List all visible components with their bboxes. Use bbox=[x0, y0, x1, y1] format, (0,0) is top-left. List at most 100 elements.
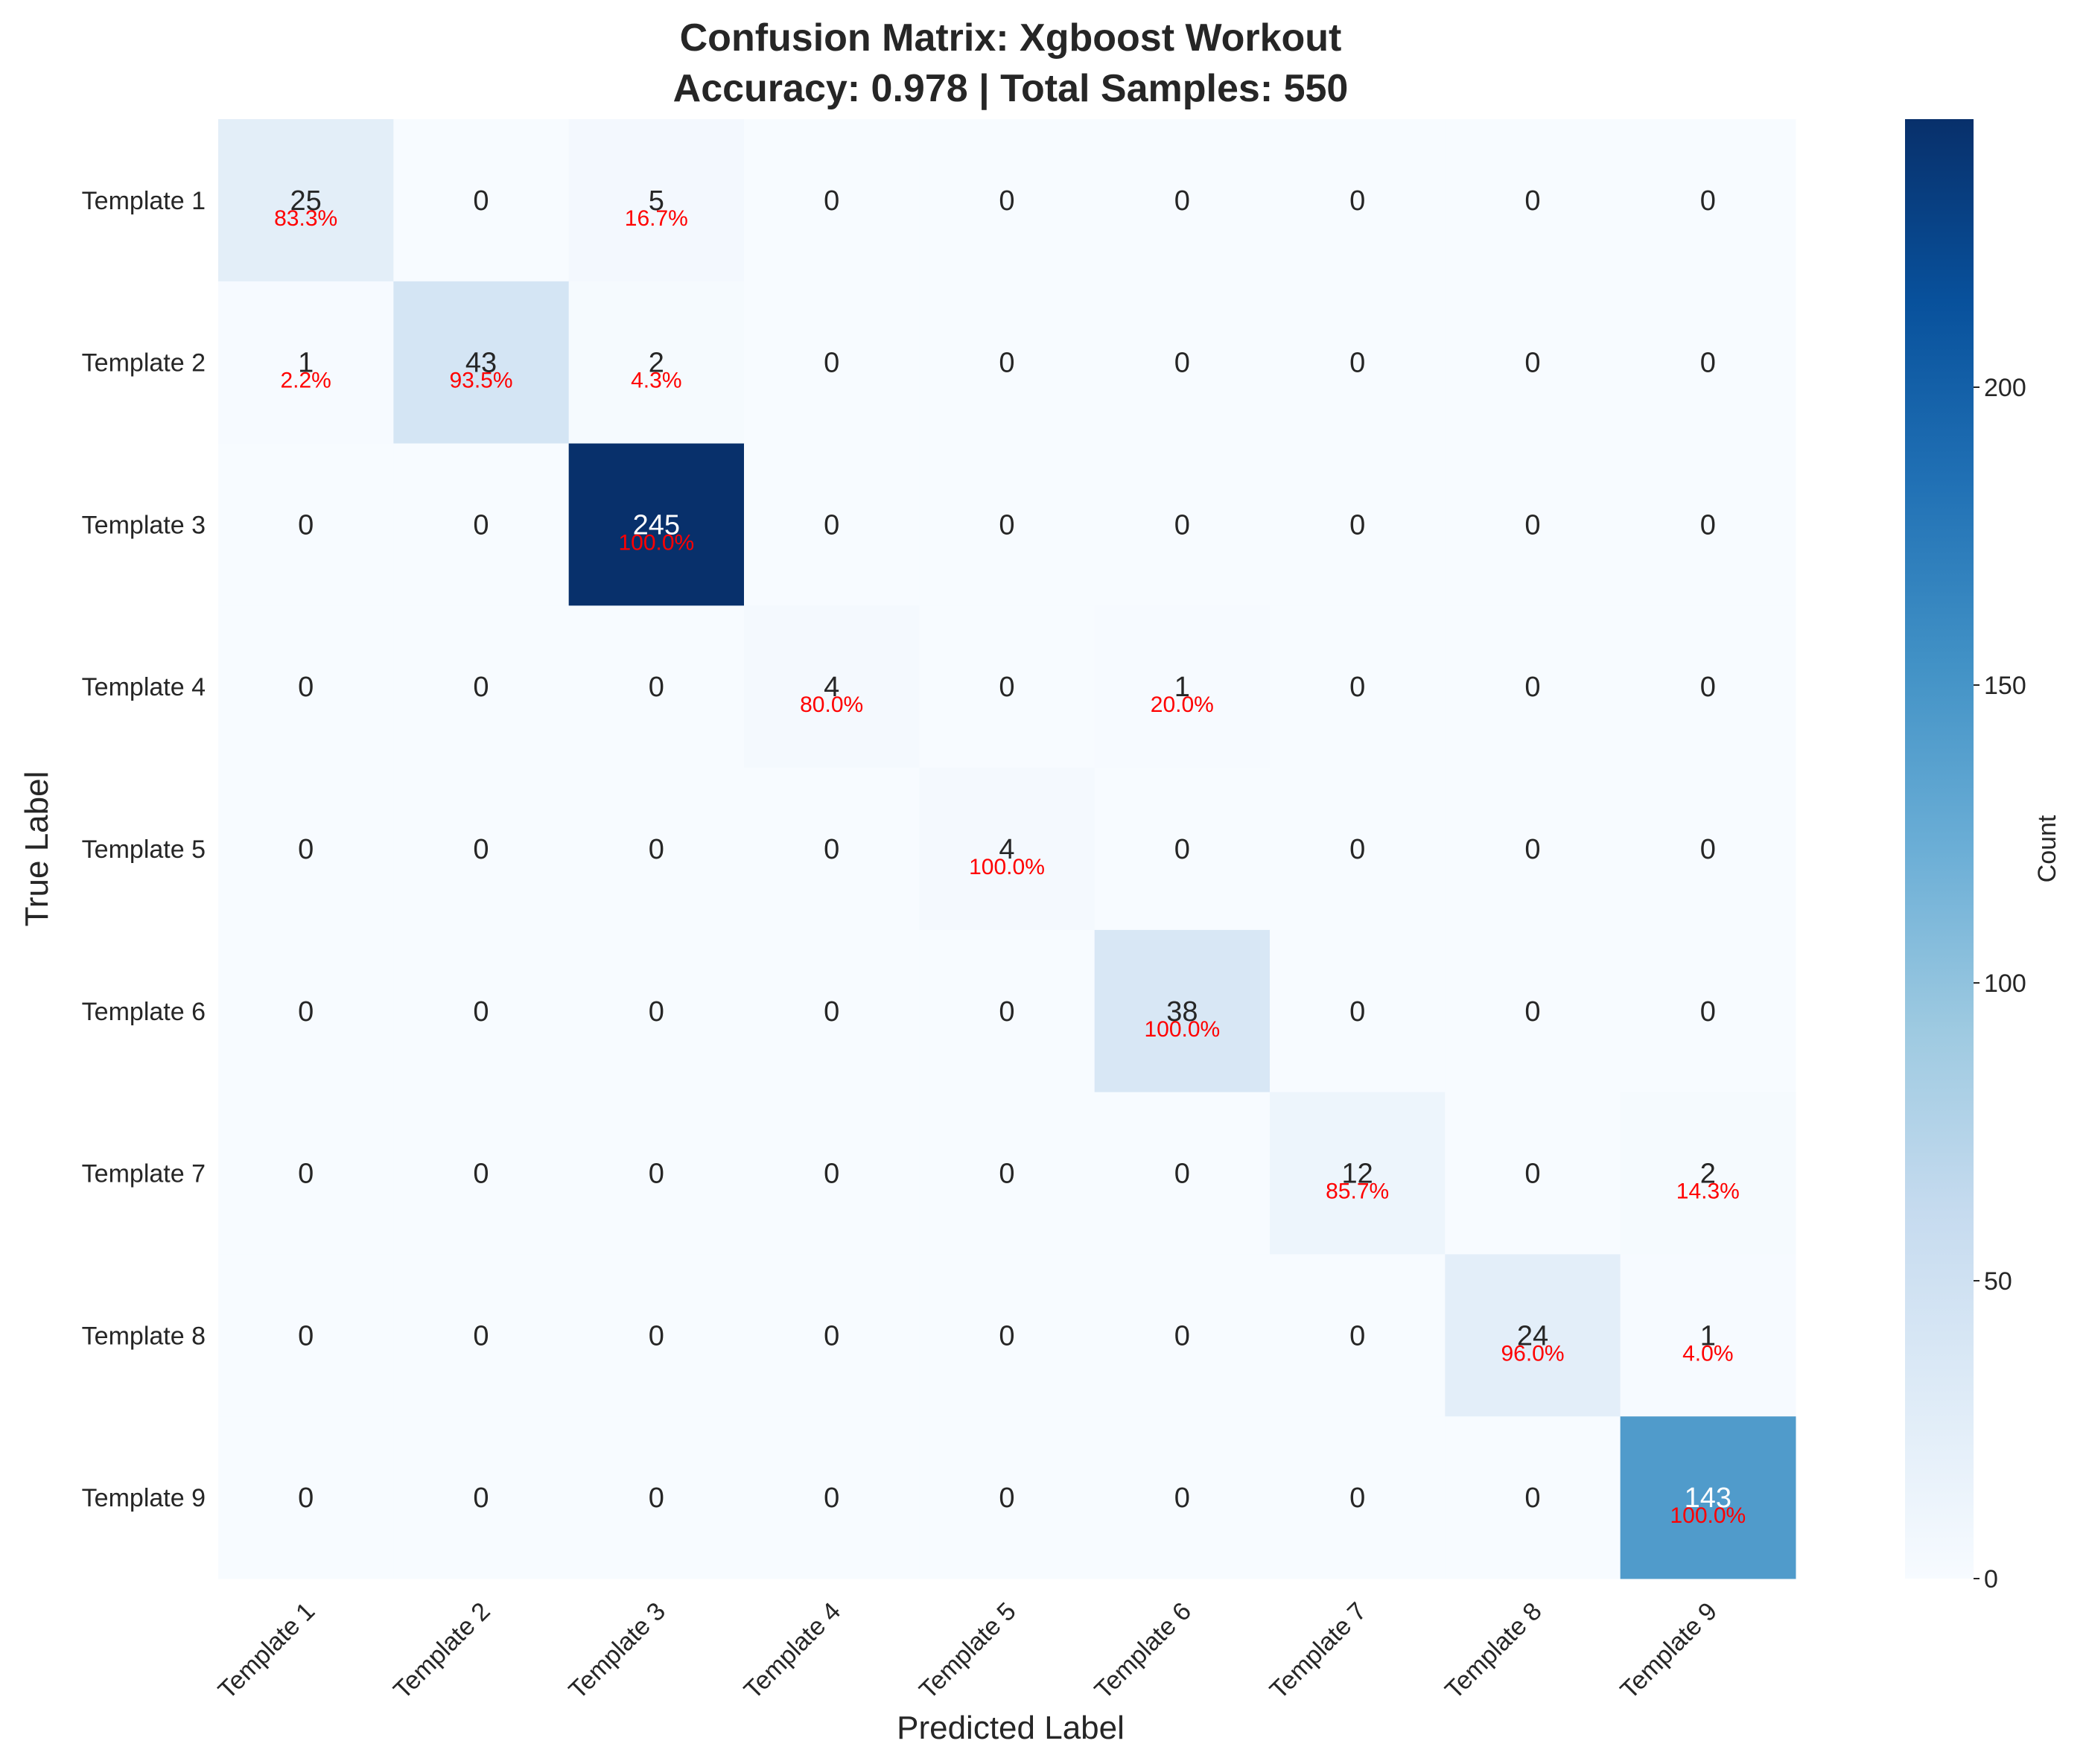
cell-count-label: 25 bbox=[290, 185, 322, 217]
cell-count-label: 0 bbox=[824, 185, 839, 217]
heatmap-cell bbox=[1445, 119, 1621, 282]
cell-count-label: 0 bbox=[298, 672, 314, 703]
x-axis-label: Predicted Label bbox=[897, 1710, 1125, 1746]
cell-percent-label: 20.0% bbox=[1151, 692, 1214, 717]
cell-percent-label: 2.2% bbox=[280, 369, 331, 393]
colorbar: 0 50 100 150 200 bbox=[1905, 119, 2026, 1593]
heatmap-cell bbox=[568, 1092, 745, 1255]
colorbar-tick-label: 0 bbox=[1984, 1565, 1998, 1593]
heatmap-cell bbox=[919, 768, 1096, 931]
heatmap-cell bbox=[1270, 1092, 1446, 1255]
cell-count-label: 0 bbox=[473, 509, 489, 541]
cell-percent-label: 100.0% bbox=[1144, 1017, 1220, 1042]
x-tick-labels: Template 1 Template 2 Template 3 Template 4… bbox=[213, 1597, 1723, 1704]
cell-count-label: 0 bbox=[1349, 672, 1365, 703]
cell-percent-label: 4.0% bbox=[1682, 1341, 1733, 1366]
cell-count-label: 0 bbox=[1174, 1483, 1190, 1514]
heatmap-cell bbox=[1094, 768, 1271, 931]
heatmap-cell bbox=[393, 443, 570, 606]
cell-count-label: 2 bbox=[649, 348, 664, 379]
cell-count-label: 0 bbox=[1174, 1159, 1190, 1190]
heatmap-cell bbox=[919, 1416, 1096, 1579]
heatmap-cell bbox=[218, 768, 394, 931]
cell-count-label: 12 bbox=[1342, 1159, 1373, 1190]
y-tick-label: Template 3 bbox=[82, 511, 206, 539]
cell-count-label: 0 bbox=[1349, 509, 1365, 541]
cell-percent-label: 4.3% bbox=[631, 369, 681, 393]
heatmap-cell bbox=[1620, 605, 1796, 768]
heatmap-cell bbox=[919, 605, 1096, 768]
cell-count-label: 0 bbox=[298, 834, 314, 865]
heatmap-cell bbox=[218, 929, 394, 1093]
x-tick-label: Template 4 bbox=[739, 1597, 846, 1704]
cell-count-label: 0 bbox=[999, 672, 1014, 703]
heatmap-cell bbox=[919, 929, 1096, 1093]
x-tick-label: Template 2 bbox=[388, 1597, 495, 1704]
cell-count-label: 0 bbox=[1349, 996, 1365, 1028]
heatmap-cell bbox=[568, 119, 745, 282]
colorbar-tick-label: 200 bbox=[1984, 374, 2026, 402]
heatmap-cell bbox=[393, 1416, 570, 1579]
cell-count-label: 0 bbox=[649, 834, 664, 865]
heatmap-cell bbox=[568, 605, 745, 768]
cell-count-label: 0 bbox=[649, 1159, 664, 1190]
cell-count-label: 24 bbox=[1517, 1320, 1548, 1351]
cell-count-label: 0 bbox=[473, 996, 489, 1028]
cell-percent-label: 85.7% bbox=[1326, 1179, 1389, 1204]
heatmap-cell bbox=[1620, 119, 1796, 282]
cell-count-label: 0 bbox=[1524, 834, 1540, 865]
cell-count-label: 0 bbox=[824, 1483, 839, 1514]
y-tick-label: Template 6 bbox=[82, 998, 206, 1026]
cell-count-label: 0 bbox=[473, 672, 489, 703]
heatmap-cell bbox=[1445, 281, 1621, 445]
cell-count-label: 0 bbox=[1524, 348, 1540, 379]
cell-percent-label: 16.7% bbox=[625, 206, 688, 231]
cell-count-label: 0 bbox=[999, 348, 1014, 379]
heatmap-cell bbox=[919, 281, 1096, 445]
colorbar-tick-label: 150 bbox=[1984, 672, 2026, 700]
heatmap-cell bbox=[1445, 1416, 1621, 1579]
cell-count-label: 0 bbox=[824, 834, 839, 865]
heatmap-cell bbox=[218, 605, 394, 768]
cell-count-label: 0 bbox=[1700, 834, 1716, 865]
y-tick-label: Template 2 bbox=[82, 349, 206, 378]
cell-count-label: 1 bbox=[298, 348, 314, 379]
y-tick-label: Template 4 bbox=[82, 673, 206, 701]
heatmap-cell bbox=[568, 1416, 745, 1579]
cell-count-label: 0 bbox=[1524, 185, 1540, 217]
heatmap-cell bbox=[1270, 605, 1446, 768]
x-tick-label: Template 7 bbox=[1265, 1597, 1372, 1704]
x-tick-label: Template 9 bbox=[1615, 1597, 1723, 1704]
cell-count-label: 0 bbox=[473, 834, 489, 865]
cell-count-label: 0 bbox=[999, 509, 1014, 541]
heatmap-cell bbox=[1445, 768, 1621, 931]
cell-percent-label: 93.5% bbox=[449, 369, 512, 393]
heatmap-cell bbox=[1620, 929, 1796, 1093]
x-tick-label: Template 5 bbox=[914, 1597, 1021, 1704]
cell-count-label: 0 bbox=[1700, 672, 1716, 703]
heatmap-cell bbox=[919, 119, 1096, 282]
heatmap-cell bbox=[919, 443, 1096, 606]
heatmap-cell bbox=[1270, 443, 1446, 606]
heatmap-cell bbox=[568, 1254, 745, 1417]
heatmap-cell bbox=[1270, 119, 1446, 282]
cell-count-label: 0 bbox=[1700, 509, 1716, 541]
cell-count-label: 0 bbox=[473, 185, 489, 217]
heatmap-grid bbox=[218, 119, 1796, 1579]
heatmap-cell bbox=[1445, 929, 1621, 1093]
y-tick-label: Template 1 bbox=[82, 187, 206, 215]
cell-count-label: 0 bbox=[1700, 185, 1716, 217]
heatmap-cell bbox=[1270, 281, 1446, 445]
cell-percent-label: 100.0% bbox=[618, 530, 694, 555]
cell-count-label: 0 bbox=[1524, 509, 1540, 541]
y-tick-label: Template 8 bbox=[82, 1322, 206, 1350]
heatmap-cell bbox=[393, 281, 570, 445]
y-axis-label: True Label bbox=[19, 771, 55, 927]
colorbar-gradient bbox=[1905, 119, 1974, 1579]
x-tick-label: Template 3 bbox=[564, 1597, 671, 1704]
cell-count-label: 0 bbox=[1174, 834, 1190, 865]
cell-count-label: 0 bbox=[824, 1320, 839, 1351]
heatmap-cell bbox=[218, 281, 394, 445]
